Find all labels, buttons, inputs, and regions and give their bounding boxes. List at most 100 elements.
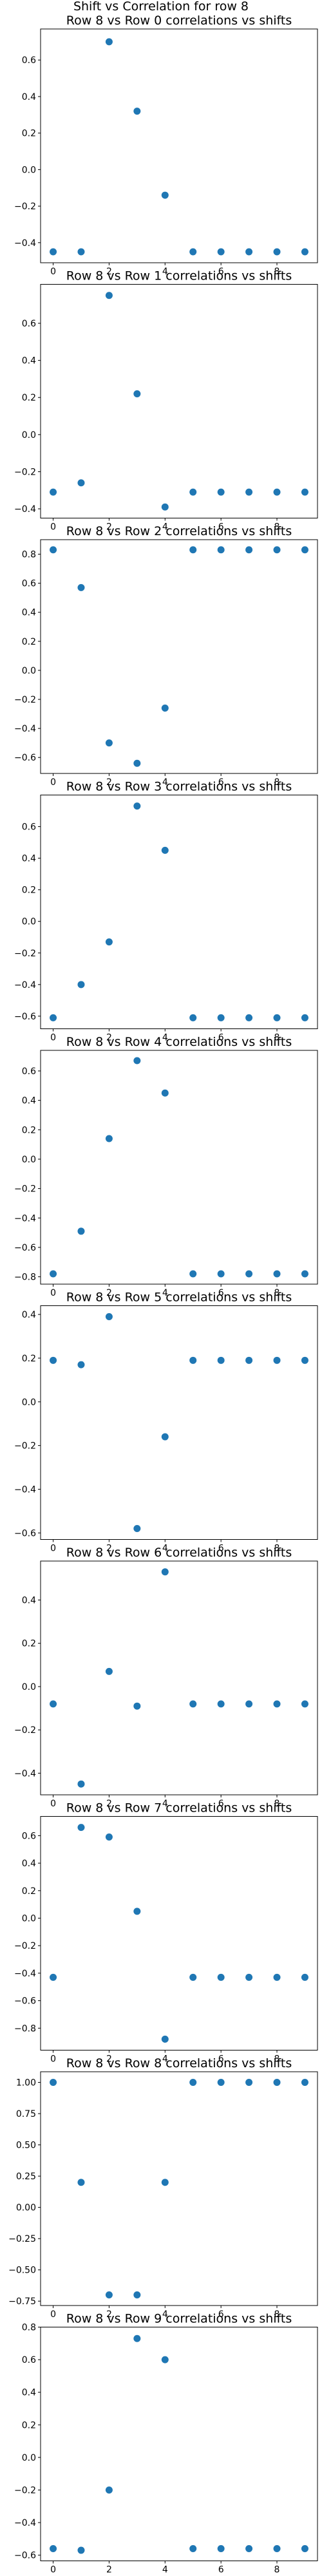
x-tick-label: 8	[274, 1033, 280, 1043]
x-tick-label: 8	[274, 1288, 280, 1298]
data-point	[105, 938, 113, 946]
x-tick-label: 2	[106, 1799, 112, 1809]
y-tick-label: 0.4	[22, 1310, 36, 1320]
data-point	[105, 1312, 113, 1320]
y-tick-label: 0.8	[22, 550, 36, 560]
data-point	[189, 248, 197, 256]
data-point	[245, 2079, 253, 2086]
data-point	[133, 2334, 141, 2342]
y-tick-label: −0.6	[14, 1243, 36, 1253]
y-tick-label: −0.6	[14, 1996, 36, 2007]
data-point	[77, 583, 85, 591]
data-point	[245, 1700, 253, 1708]
x-tick-label: 0	[50, 1544, 56, 1554]
panel-title: Row 8 vs Row 3 correlations vs shifts	[66, 780, 292, 794]
panel-4: Row 8 vs Row 4 correlations vs shifts 0 2 4…	[14, 1035, 318, 1298]
x-tick-label: 2	[106, 2565, 112, 2575]
panel-7: Row 8 vs Row 7 correlations vs shifts 0 2 4…	[14, 1801, 318, 2065]
y-tick-label: 0.6	[22, 55, 36, 66]
data-point	[301, 1700, 308, 1708]
y-tick-label: 0.00	[16, 2203, 36, 2213]
data-point	[50, 1014, 57, 1021]
y-tick-label: −0.8	[14, 2023, 36, 2034]
data-point	[105, 292, 113, 299]
x-tick-label: 4	[162, 1288, 168, 1298]
data-point	[245, 1270, 253, 1278]
data-point	[273, 488, 281, 496]
x-tick-label: 2	[106, 2054, 112, 2065]
x-tick-label: 8	[274, 2054, 280, 2065]
x-tick-label: 6	[218, 2309, 224, 2320]
data-point	[161, 503, 169, 511]
x-tick-label: 4	[162, 1033, 168, 1043]
panel-0: Row 8 vs Row 0 correlations vs shifts 0 2 4…	[14, 14, 318, 277]
y-tick-label: 0.0	[22, 1914, 36, 1924]
axes-frame	[40, 795, 318, 1029]
y-tick-label: 0.4	[22, 2388, 36, 2398]
data-point	[273, 1270, 281, 1278]
x-tick-label: 4	[162, 2309, 168, 2320]
y-tick-label: 0.4	[22, 1596, 36, 1606]
data-point	[301, 488, 308, 496]
data-point	[273, 1973, 281, 1981]
x-tick-label: 2	[106, 267, 112, 277]
axes-frame	[40, 2071, 318, 2306]
x-tick-label: 2	[106, 1033, 112, 1043]
x-tick-label: 0	[50, 777, 56, 788]
data-point	[273, 1356, 281, 1364]
data-point	[50, 546, 57, 554]
x-tick-label: 4	[162, 267, 168, 277]
y-tick-label: −0.4	[14, 504, 36, 515]
y-tick-label: 1.00	[16, 2078, 36, 2088]
y-tick-label: 0.2	[22, 1125, 36, 1135]
data-point	[105, 38, 113, 46]
x-tick-label: 0	[50, 2309, 56, 2320]
data-point	[217, 488, 225, 496]
axes-frame	[40, 1560, 318, 1795]
y-tick-label: 0.6	[22, 579, 36, 589]
data-point	[77, 248, 85, 256]
panel-title: Row 8 vs Row 8 correlations vs shifts	[66, 2056, 292, 2070]
y-tick-label: −0.2	[14, 1941, 36, 1951]
data-point	[217, 1270, 225, 1278]
data-point	[245, 546, 253, 554]
x-tick-label: 2	[106, 1288, 112, 1298]
data-point	[133, 108, 141, 115]
data-point	[189, 2545, 197, 2553]
y-tick-label: 0.6	[22, 1831, 36, 1841]
data-point	[189, 1014, 197, 1021]
data-point	[161, 846, 169, 854]
data-point	[273, 2545, 281, 2553]
data-point	[133, 1057, 141, 1065]
data-point	[161, 2179, 169, 2186]
x-tick-label: 8	[274, 522, 280, 533]
data-point	[189, 2079, 197, 2086]
data-point	[105, 1833, 113, 1841]
y-tick-label: −0.4	[14, 238, 36, 249]
x-tick-label: 6	[218, 267, 224, 277]
panel-5: Row 8 vs Row 5 correlations vs shifts 0 2 4…	[14, 1291, 318, 1554]
y-tick-label: −0.4	[14, 1213, 36, 1224]
data-point	[133, 390, 141, 397]
x-tick-label: 6	[218, 1288, 224, 1298]
y-tick-label: −0.2	[14, 1184, 36, 1195]
x-tick-label: 0	[50, 1033, 56, 1043]
x-tick-label: 4	[162, 1799, 168, 1809]
y-tick-label: 0.50	[16, 2141, 36, 2151]
data-point	[77, 1361, 85, 1368]
y-tick-label: 0.8	[22, 2323, 36, 2333]
data-point	[50, 488, 57, 496]
panel-3: Row 8 vs Row 3 correlations vs shifts 0 2 4…	[14, 780, 318, 1043]
y-tick-label: 0.0	[22, 430, 36, 440]
data-point	[77, 981, 85, 989]
y-tick-label: 0.2	[22, 393, 36, 403]
x-tick-label: 4	[162, 777, 168, 788]
data-point	[273, 248, 281, 256]
data-point	[217, 2545, 225, 2553]
y-tick-label: −0.2	[14, 202, 36, 212]
panel-title: Row 8 vs Row 7 correlations vs shifts	[66, 1801, 292, 1815]
x-tick-label: 0	[50, 1799, 56, 1809]
y-tick-label: −0.4	[14, 1969, 36, 1979]
panel-title: Row 8 vs Row 1 correlations vs shifts	[66, 269, 292, 283]
y-tick-label: 0.0	[22, 1682, 36, 1692]
